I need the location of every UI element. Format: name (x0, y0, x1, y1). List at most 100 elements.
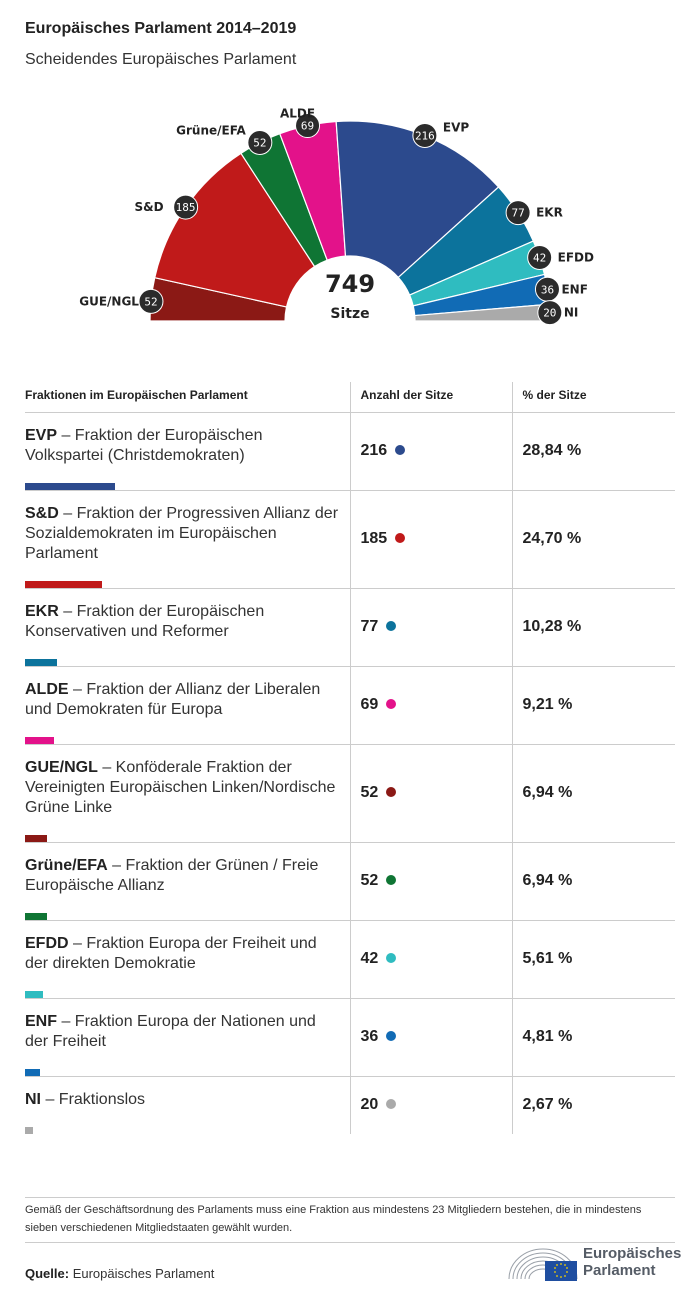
seats-value: 185 (360, 530, 388, 547)
seats-cell: 20 (349, 1076, 512, 1134)
faction-cell: ALDE – Fraktion der Allianz der Liberale… (25, 666, 350, 745)
faction-desc: – Fraktion der Europäischen Konservative… (25, 603, 265, 640)
share-bar (25, 990, 43, 998)
value-label: 216 (415, 130, 435, 143)
value-badge (537, 300, 563, 326)
value-label: 42 (533, 252, 546, 265)
segment-name-label: GUE/NGL (79, 294, 139, 308)
seats-value: 42 (360, 950, 379, 967)
factions-table: Fraktionen im Europäischen Parlament Anz… (25, 382, 675, 1134)
color-dot (386, 953, 397, 963)
faction-cell: GUE/NGL – Konföderale Fraktion der Verei… (25, 744, 350, 843)
table-header-row: Fraktionen im Europäischen Parlament Anz… (25, 382, 675, 413)
faction-desc: – Konföderale Fraktion der Vereinigten E… (25, 759, 336, 816)
faction-cell: NI – Fraktionslos (25, 1076, 350, 1134)
color-dot (395, 445, 406, 455)
faction-abbr: ENF (25, 1013, 57, 1030)
table-row: EVP – Fraktion der Europäischen Volkspar… (25, 412, 675, 491)
color-dot (386, 787, 397, 797)
seats-cell: 52 (349, 744, 512, 843)
faction-desc: – Fraktion der Progressiven Allianz der … (25, 505, 339, 562)
header-factions: Fraktionen im Europäischen Parlament (25, 382, 350, 413)
share-bar (25, 1127, 33, 1134)
value-label: 185 (176, 201, 196, 214)
percent-cell: 28,84 % (511, 412, 675, 491)
segment-name-label: EVP (443, 121, 469, 135)
total-seats-label: Sitze (330, 306, 369, 322)
faction-abbr: NI (25, 1091, 41, 1109)
segment-name-label: S&D (135, 200, 164, 214)
share-bar (25, 912, 47, 920)
segment-name-label: EFDD (558, 251, 594, 265)
logo-text: Europäisches Parlament (583, 1245, 682, 1279)
percent-cell: 6,94 % (511, 744, 675, 843)
faction-abbr: S&D (25, 505, 59, 522)
percent-cell: 6,94 % (511, 842, 675, 921)
page-subtitle: Scheidendes Europäisches Parlament (25, 51, 297, 68)
seats-value: 52 (360, 872, 379, 889)
header-seats: Anzahl der Sitze (349, 382, 512, 413)
faction-abbr: ALDE (25, 681, 69, 698)
value-badge (295, 113, 321, 139)
color-dot (395, 533, 406, 543)
color-dot (386, 621, 397, 631)
seats-value: 36 (360, 1028, 379, 1045)
percent-cell: 10,28 % (511, 588, 675, 667)
faction-abbr: Grüne/EFA (25, 857, 108, 874)
segment-name-label: NI (564, 306, 579, 320)
total-seats-value: 749 (325, 270, 375, 298)
share-bar (25, 834, 47, 842)
segment-name-label: ENF (561, 282, 587, 296)
faction-desc: – Fraktion Europa der Freiheit und der d… (25, 935, 317, 972)
table-row: Grüne/EFA – Fraktion der Grünen / Freie … (25, 842, 675, 921)
share-bar (25, 482, 115, 490)
seats-value: 20 (360, 1096, 379, 1114)
seats-cell: 216 (349, 412, 512, 491)
share-bar (25, 580, 102, 588)
value-badge (527, 245, 553, 271)
faction-abbr: GUE/NGL (25, 759, 98, 776)
percent-cell: 5,61 % (511, 920, 675, 999)
seats-value: 77 (360, 618, 379, 635)
value-badge (412, 123, 438, 149)
faction-desc: – Fraktion der Grünen / Freie Europäisch… (25, 857, 319, 894)
source-line: Quelle: Europäisches Parlament (25, 1266, 214, 1281)
seats-value: 69 (360, 696, 379, 713)
value-label: 69 (301, 120, 314, 133)
header-percent: % der Sitze (511, 382, 675, 413)
value-badge (247, 129, 273, 155)
seats-cell: 69 (349, 666, 512, 745)
source-label: Quelle: (25, 1266, 70, 1281)
faction-cell: Grüne/EFA – Fraktion der Grünen / Freie … (25, 842, 350, 921)
share-bar (25, 658, 57, 666)
table-row: EKR – Fraktion der Europäischen Konserva… (25, 588, 675, 667)
value-badge (138, 288, 164, 314)
faction-abbr: EKR (25, 603, 59, 620)
hemicycle-icon (508, 1248, 578, 1281)
table-row: NI – Fraktionslos 20 2,67 % (25, 1076, 675, 1134)
table-row: S&D – Fraktion der Progressiven Allianz … (25, 490, 675, 589)
table-row: EFDD – Fraktion Europa der Freiheit und … (25, 920, 675, 999)
source-value: Europäisches Parlament (69, 1266, 215, 1281)
faction-desc: – Fraktion der Allianz der Liberalen und… (25, 681, 321, 718)
color-dot (386, 875, 397, 885)
seats-cell: 52 (349, 842, 512, 921)
footnote: Gemäß der Geschäftsordnung des Parlament… (25, 1197, 675, 1243)
center-disc (285, 256, 415, 321)
faction-desc: – Fraktion der Europäischen Volkspartei … (25, 427, 263, 464)
segment-name-label: Grüne/EFA (176, 123, 246, 137)
page-title: Europäisches Parlament 2014–2019 (25, 20, 297, 37)
seats-value: 216 (360, 442, 388, 459)
ep-logo: Europäisches Parlament (505, 1243, 685, 1283)
percent-cell: 24,70 % (511, 490, 675, 589)
table-row: GUE/NGL – Konföderale Fraktion der Verei… (25, 744, 675, 843)
value-label: 77 (511, 207, 524, 220)
segment-name-label: EKR (536, 206, 563, 220)
faction-cell: EVP – Fraktion der Europäischen Volkspar… (25, 412, 350, 491)
seats-cell: 77 (349, 588, 512, 667)
seats-cell: 42 (349, 920, 512, 999)
color-dot (386, 1031, 397, 1041)
value-label: 36 (541, 283, 554, 296)
table-row: ENF – Fraktion Europa der Nationen und d… (25, 998, 675, 1077)
